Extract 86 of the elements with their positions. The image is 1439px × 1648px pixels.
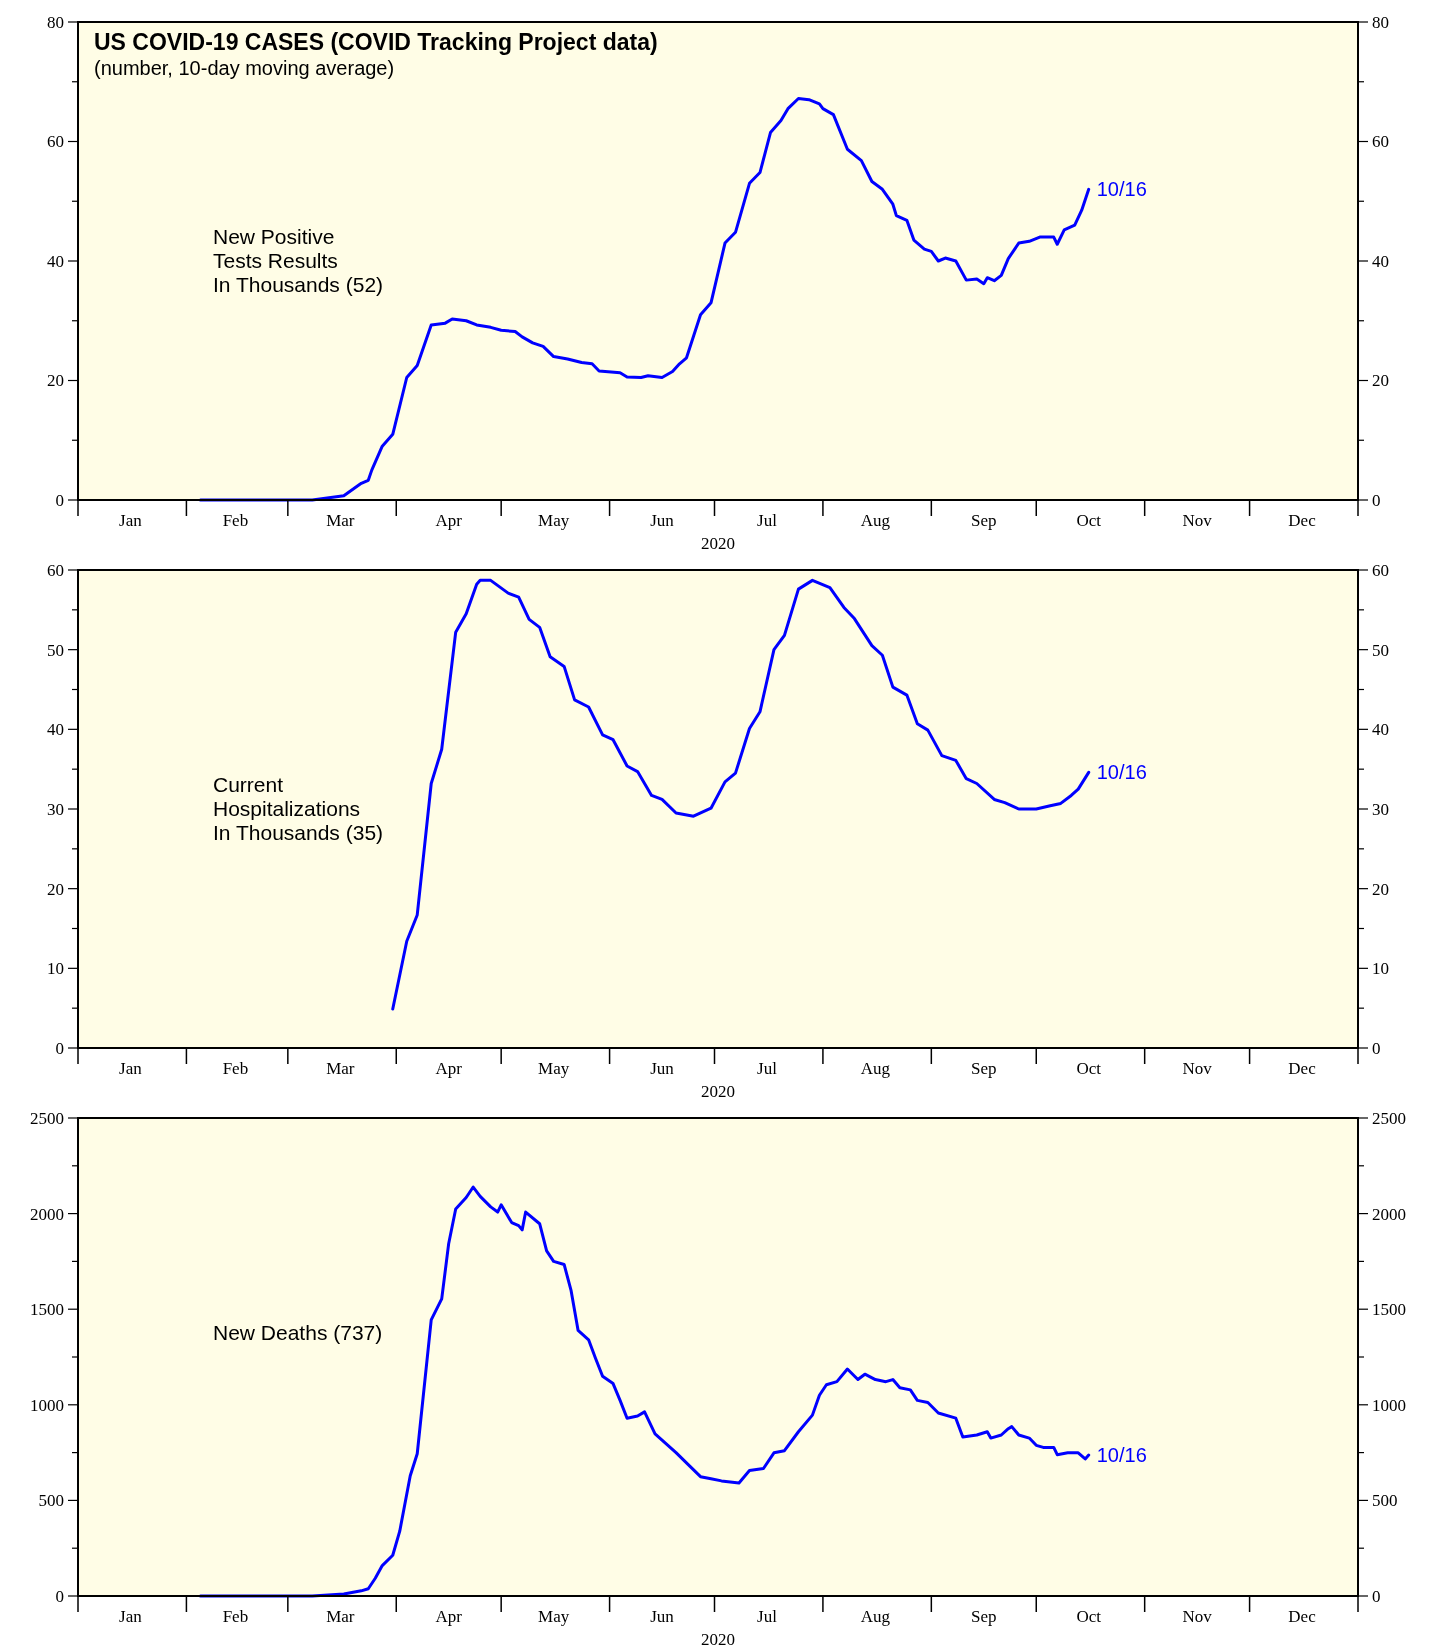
annotation: Current Hospitalizations In Thousands (35) xyxy=(213,773,384,844)
y-tick-label: 60 xyxy=(47,132,64,152)
x-tick-label: Feb xyxy=(222,1607,249,1626)
x-tick-label: Nov xyxy=(1182,1607,1213,1626)
x-tick-label: Aug xyxy=(860,1607,891,1626)
line-series xyxy=(391,578,1091,1011)
x-tick-label: Apr xyxy=(435,511,463,530)
y-tick-label: 0 xyxy=(55,1038,64,1058)
annotation: 10/16 xyxy=(1096,178,1147,201)
y2-tick-label: 30 xyxy=(1372,799,1389,819)
x-tick-label: Feb xyxy=(222,511,249,530)
y2-tick-label: 0 xyxy=(1372,1586,1381,1606)
x-tick-label: Dec xyxy=(1288,1607,1317,1626)
y-tick-label: 2000 xyxy=(30,1204,64,1224)
y-tick-label: 1000 xyxy=(30,1395,64,1415)
y-tick-label: 30 xyxy=(47,799,64,819)
text: (number, 10-day moving average) xyxy=(94,57,395,79)
y2-tick-label: 0 xyxy=(1372,1038,1381,1058)
x-tick-label: Jan xyxy=(119,1607,143,1626)
x-tick-label: Sep xyxy=(971,1607,997,1626)
y2-tick-label: 2000 xyxy=(1372,1204,1406,1224)
y-tick-label: 2500 xyxy=(30,1108,64,1128)
x-tick-label: Sep xyxy=(971,511,997,530)
y-tick-label: 80 xyxy=(47,12,64,32)
y2-tick-label: 40 xyxy=(1372,720,1389,740)
annotation: New Deaths (737) xyxy=(213,1321,383,1344)
y2-tick-label: 0 xyxy=(1372,490,1381,510)
x-tick-label: Aug xyxy=(860,511,891,530)
y2-tick-label: 500 xyxy=(1372,1491,1398,1511)
x-tick-label: Jun xyxy=(650,1059,675,1078)
x-tick-label: Jun xyxy=(650,511,675,530)
y-tick-label: 1500 xyxy=(30,1300,64,1320)
x-tick-label: Oct xyxy=(1076,1059,1102,1078)
y-tick-label: 50 xyxy=(47,640,64,660)
x-tick-label: May xyxy=(538,1607,570,1626)
x-tick-label: Oct xyxy=(1076,511,1102,530)
line-series xyxy=(198,1185,1091,1598)
chart-title: US COVID-19 CASES (COVID Tracking Project data) xyxy=(94,29,658,55)
x-tick-label: May xyxy=(538,511,570,530)
x-tick-label: Apr xyxy=(435,1607,463,1626)
y2-tick-label: 2500 xyxy=(1372,1108,1406,1128)
annotation: 10/16 xyxy=(1096,761,1147,784)
x-tick-label: Oct xyxy=(1076,1607,1102,1626)
x-axis-title: 2020 xyxy=(701,1082,735,1101)
x-tick-label: Nov xyxy=(1182,511,1213,530)
x-tick-label: Mar xyxy=(326,511,355,530)
y-tick-label: 40 xyxy=(47,251,64,271)
x-tick-label: Nov xyxy=(1182,1059,1213,1078)
y-tick-label: 500 xyxy=(38,1491,64,1511)
y2-tick-label: 20 xyxy=(1372,371,1389,391)
y2-tick-label: 50 xyxy=(1372,640,1389,660)
x-tick-label: Jul xyxy=(757,1059,778,1078)
x-tick-label: Dec xyxy=(1288,1059,1317,1078)
y2-tick-label: 1500 xyxy=(1372,1300,1406,1320)
x-tick-label: Sep xyxy=(971,1059,997,1078)
annotation: New Positive Tests Results In Thousands (52) xyxy=(213,225,384,296)
x-tick-label: Mar xyxy=(326,1607,355,1626)
x-tick-label: Feb xyxy=(222,1059,249,1078)
y-tick-label: 20 xyxy=(47,371,64,391)
y-tick-label: 10 xyxy=(47,959,64,979)
y2-tick-label: 60 xyxy=(1372,560,1389,580)
y2-tick-label: 10 xyxy=(1372,959,1389,979)
x-tick-label: Mar xyxy=(326,1059,355,1078)
y2-tick-label: 40 xyxy=(1372,251,1389,271)
y-tick-label: 60 xyxy=(47,560,64,580)
x-tick-label: Dec xyxy=(1288,511,1317,530)
x-tick-label: Apr xyxy=(435,1059,463,1078)
x-tick-label: Jul xyxy=(757,1607,778,1626)
annotation: 10/16 xyxy=(1096,1444,1147,1467)
y-tick-label: 0 xyxy=(55,490,64,510)
x-tick-label: May xyxy=(538,1059,570,1078)
x-tick-label: Jan xyxy=(119,1059,143,1078)
x-tick-label: Aug xyxy=(860,1059,891,1078)
y-tick-label: 20 xyxy=(47,879,64,899)
x-axis-title: 2020 xyxy=(701,534,735,553)
y2-tick-label: 80 xyxy=(1372,12,1389,32)
x-tick-label: Jan xyxy=(119,511,143,530)
y-tick-label: 40 xyxy=(47,720,64,740)
x-axis-title: 2020 xyxy=(701,1630,735,1648)
x-tick-label: Jul xyxy=(757,511,778,530)
line-series xyxy=(198,96,1091,502)
y2-tick-label: 60 xyxy=(1372,132,1389,152)
y2-tick-label: 1000 xyxy=(1372,1395,1406,1415)
y-tick-label: 0 xyxy=(55,1586,64,1606)
x-tick-label: Jun xyxy=(650,1607,675,1626)
y2-tick-label: 20 xyxy=(1372,879,1389,899)
